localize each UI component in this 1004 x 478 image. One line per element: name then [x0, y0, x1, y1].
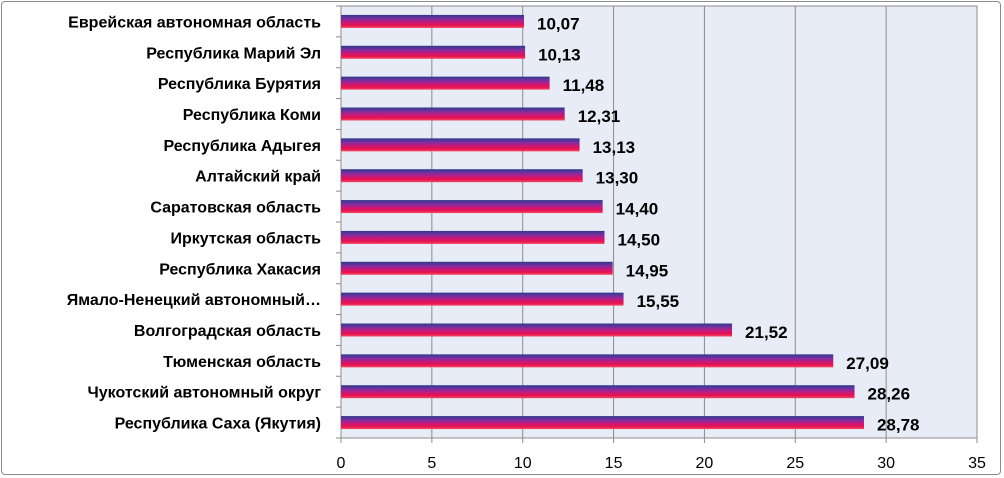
bar	[341, 45, 526, 59]
bar	[341, 169, 583, 183]
value-label: 11,48	[563, 76, 605, 95]
bar	[341, 354, 834, 368]
x-tick-label: 35	[968, 455, 986, 472]
value-label: 14,50	[617, 230, 660, 249]
category-label: Республика Хакасия	[159, 261, 321, 278]
value-label: 28,78	[877, 416, 920, 435]
value-labels: 10,07 10,13 11,48 12,31 13,13 13,30 14,40 14,50…	[537, 14, 920, 434]
value-label: 10,07	[537, 14, 580, 33]
bar	[341, 230, 605, 244]
x-tick-label: 20	[696, 455, 714, 472]
category-label: Еврейская автономная область	[68, 14, 321, 31]
bar	[341, 385, 855, 399]
value-label: 14,40	[616, 200, 659, 219]
x-tick-label: 5	[427, 455, 436, 472]
category-label: Республика Коми	[183, 107, 321, 124]
value-label: 10,13	[538, 45, 581, 64]
value-label: 15,55	[637, 292, 680, 311]
category-label: Чукотский автономный округ	[88, 385, 322, 402]
x-axis-ticks: 0 5 10 15 20 25 30 35	[337, 455, 986, 472]
bar	[341, 292, 624, 306]
value-label: 27,09	[846, 354, 889, 373]
category-label: Тюменская область	[163, 354, 321, 371]
category-label: Саратовская область	[150, 200, 321, 217]
category-label: Республика Адыгея	[163, 138, 321, 155]
category-label: Ямало-Ненецкий автономный…	[67, 292, 321, 309]
category-label: Волгоградская область	[134, 323, 321, 340]
value-label: 21,52	[745, 323, 788, 342]
value-label: 13,13	[593, 138, 636, 157]
bar	[341, 323, 733, 337]
category-label: Иркутская область	[171, 230, 322, 247]
bar	[341, 200, 603, 214]
x-tick-label: 15	[605, 455, 623, 472]
category-label: Алтайский край	[195, 169, 321, 186]
bar	[341, 138, 580, 152]
x-tick-label: 0	[337, 455, 346, 472]
category-label: Республика Бурятия	[158, 76, 321, 93]
bar	[341, 14, 524, 28]
value-label: 14,95	[626, 261, 669, 280]
bar	[341, 76, 550, 90]
bar	[341, 261, 613, 275]
category-label: Республика Саха (Якутия)	[115, 416, 321, 433]
value-label: 28,26	[868, 385, 911, 404]
category-labels: Еврейская автономная область Республика М…	[67, 14, 322, 432]
x-tick-label: 30	[877, 455, 895, 472]
value-label: 12,31	[578, 107, 621, 126]
plot-area	[340, 5, 978, 439]
value-label: 13,30	[596, 169, 639, 188]
bar	[341, 107, 565, 121]
bars	[341, 14, 864, 430]
x-tick-label: 25	[786, 455, 804, 472]
x-tick-label: 10	[514, 455, 532, 472]
bar	[341, 416, 864, 430]
category-label: Республика Марий Эл	[146, 45, 321, 62]
